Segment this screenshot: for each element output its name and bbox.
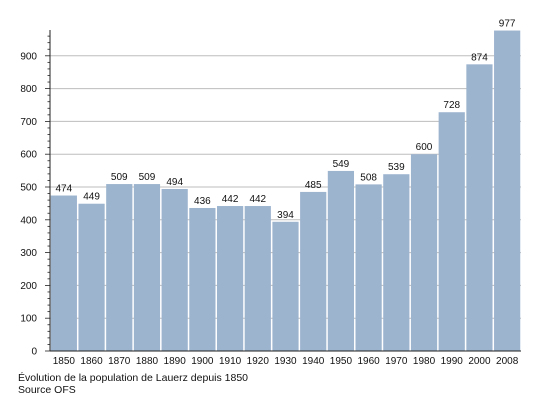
x-tick-label: 1970: [385, 356, 408, 367]
bar: [494, 30, 521, 351]
x-tick-label: 1880: [136, 356, 159, 367]
x-tick-label: 2000: [468, 356, 491, 367]
bar: [161, 188, 188, 351]
y-tick-label: 700: [20, 117, 37, 128]
y-tick-label: 600: [20, 150, 37, 161]
y-tick-label: 100: [20, 314, 37, 325]
data-labels: 474 449 509 509 494 436 442 442 394 485 549 508 539 6…: [56, 19, 516, 221]
bar: [383, 174, 410, 351]
x-tick-label: 1990: [441, 356, 464, 367]
data-label: 874: [471, 52, 488, 63]
bar: [300, 191, 327, 351]
bar: [244, 206, 271, 351]
y-tick-label: 200: [20, 281, 37, 292]
x-tick-label: 1870: [108, 356, 131, 367]
x-tick-label: 1950: [330, 356, 353, 367]
x-tick-label: 1860: [80, 356, 103, 367]
chart-caption: Évolution de la population de Lauerz dep…: [18, 372, 249, 384]
y-tick-label: 400: [20, 215, 37, 226]
data-label: 509: [139, 172, 156, 183]
bar: [466, 64, 493, 351]
bar: [327, 170, 355, 351]
y-tick-label: 500: [20, 183, 37, 194]
axes: 0 100 200 300 400 500 600 700 800 900 1850 1860 1870…: [20, 30, 521, 367]
data-label: 600: [416, 142, 433, 153]
x-tick-label: 1920: [247, 356, 270, 367]
x-tick-label: 1980: [413, 356, 436, 367]
x-tick-label: 1940: [302, 356, 325, 367]
data-label: 436: [194, 196, 211, 207]
bar: [50, 195, 77, 351]
data-label: 549: [333, 159, 350, 170]
data-label: 449: [83, 192, 100, 203]
data-label: 728: [443, 100, 460, 111]
bar: [216, 206, 244, 351]
x-tick-label: 1930: [274, 356, 297, 367]
y-tick-label: 800: [20, 84, 37, 95]
data-label: 508: [360, 172, 377, 183]
x-tick-label: 2008: [496, 356, 519, 367]
x-tick-label: 1900: [191, 356, 214, 367]
bar: [189, 207, 216, 351]
bar: [355, 184, 382, 351]
data-label: 474: [56, 184, 73, 195]
bar: [133, 184, 161, 351]
chart-source: Source OFS: [18, 384, 76, 396]
data-label: 485: [305, 180, 322, 191]
bar: [106, 184, 133, 351]
bar: [410, 154, 438, 351]
x-tick-label: 1890: [164, 356, 187, 367]
data-label: 394: [277, 210, 294, 221]
population-bar-chart: 474 449 509 509 494 436 442 442 394 485 549 508 539 6…: [20, 19, 521, 367]
data-label: 977: [499, 19, 516, 30]
x-tick-label: 1910: [219, 356, 242, 367]
data-label: 494: [166, 177, 183, 188]
y-tick-label: 900: [20, 51, 37, 62]
x-tick-label: 1960: [357, 356, 380, 367]
bar: [272, 221, 299, 351]
bar: [438, 112, 465, 351]
y-tick-label: 300: [20, 248, 37, 259]
data-label: 442: [222, 194, 239, 205]
bar: [78, 203, 105, 351]
data-label: 442: [249, 194, 266, 205]
x-tick-label: 1850: [53, 356, 76, 367]
bars: [50, 30, 521, 351]
data-label: 539: [388, 162, 405, 173]
y-tick-label: 0: [31, 347, 37, 358]
data-label: 509: [111, 172, 128, 183]
